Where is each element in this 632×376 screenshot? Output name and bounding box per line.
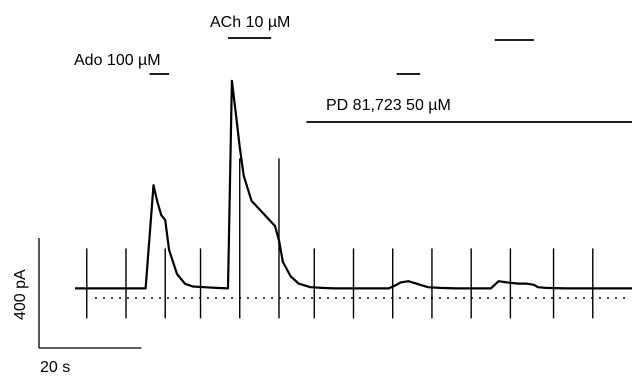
ach-label: ACh 10 µM <box>210 14 290 31</box>
stimulus-artifacts <box>86 158 594 319</box>
time-scale-label: 20 s <box>40 359 70 376</box>
drug-application-bars <box>149 37 632 123</box>
ado-label: Ado 100 µM <box>74 52 161 69</box>
current-scale-label: 400 pA <box>12 269 29 320</box>
current-trace <box>75 79 632 290</box>
pd-label: PD 81,723 50 µM <box>326 97 451 114</box>
